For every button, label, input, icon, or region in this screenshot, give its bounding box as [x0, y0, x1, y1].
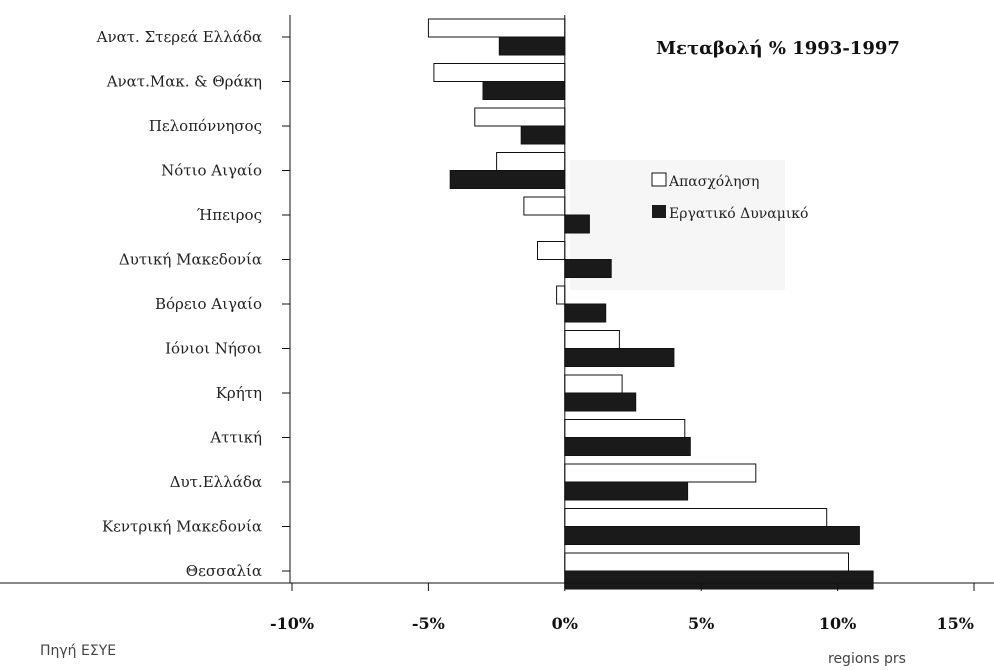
x-tick-label-1: -5%: [412, 614, 445, 633]
bar-labour-force-8: [564, 392, 637, 412]
legend-swatch-labour-force: [652, 205, 666, 218]
category-label-12: Θεσσαλία: [186, 562, 262, 580]
source-note: Πηγή ΕΣΥΕ: [40, 643, 116, 659]
bar-labour-force-4: [564, 214, 590, 234]
category-label-11: Κεντρική Μακεδονία: [102, 518, 262, 536]
bar-labour-force-0: [498, 36, 566, 56]
legend: Απασχόληση Εργατικό Δυναμικό: [651, 172, 809, 222]
bar-employment-8: [564, 374, 623, 394]
category-label-5: Δυτική Μακεδονία: [119, 251, 262, 269]
category-label-7: Ιόνιοι Νήσοι: [165, 340, 262, 358]
footer-file-label: regions prs: [828, 651, 906, 667]
x-tick-label-4: 10%: [819, 614, 856, 633]
x-tick-label-0: -10%: [270, 614, 314, 633]
bar-employment-1: [433, 63, 566, 82]
category-label-6: Βόρειο Αιγαίο: [155, 295, 262, 313]
category-label-1: Ανατ.Μακ. & Θράκη: [106, 73, 262, 91]
bar-labour-force-3: [449, 170, 566, 189]
x-tick-label-5: 15%: [937, 614, 974, 633]
category-label-10: Δυτ.Ελλάδα: [170, 473, 262, 491]
bar-labour-force-12: [564, 570, 874, 590]
bar-labour-force-7: [564, 348, 675, 367]
bars-group: [427, 18, 874, 590]
x-ticks-group: [291, 583, 975, 591]
bar-employment-2: [474, 107, 566, 127]
y-ticks-group: [282, 36, 290, 572]
bar-employment-0: [427, 18, 566, 38]
bar-labour-force-2: [520, 125, 566, 145]
bar-employment-9: [564, 419, 686, 438]
category-label-0: Ανατ. Στερεά Ελλάδα: [96, 28, 262, 46]
chart-title: Μεταβολή % 1993-1997: [656, 38, 900, 59]
bar-labour-force-10: [564, 481, 689, 501]
bar-labour-force-11: [564, 526, 860, 545]
bar-labour-force-1: [482, 81, 566, 100]
bar-labour-force-9: [564, 437, 691, 456]
category-label-2: Πελοπόννησος: [149, 117, 262, 135]
bar-labour-force-5: [564, 259, 612, 278]
x-tick-labels-group: -10% -5% 0% 5% 10% 15%: [270, 614, 974, 633]
legend-label-employment: Απασχόληση: [668, 174, 759, 190]
x-tick-label-3: 5%: [688, 614, 714, 633]
category-label-9: Αττική: [209, 429, 262, 447]
bar-labour-force-6: [564, 303, 607, 323]
bar-employment-7: [564, 330, 620, 349]
x-tick-label-2: 0%: [552, 614, 578, 633]
bar-employment-12: [564, 552, 849, 572]
legend-label-labour-force: Εργατικό Δυναμικό: [669, 206, 809, 222]
category-label-3: Νότιο Αιγαίο: [161, 162, 262, 180]
category-labels-group: Ανατ. Στερεά Ελλάδα Ανατ.Μακ. & Θράκη Πελο…: [96, 28, 262, 580]
category-label-8: Κρήτη: [216, 384, 262, 402]
bar-employment-10: [564, 463, 757, 483]
category-label-4: Ήπειρος: [197, 206, 262, 224]
bar-employment-5: [537, 241, 566, 260]
bar-employment-3: [496, 152, 566, 171]
bar-employment-11: [564, 508, 828, 527]
bar-employment-4: [523, 196, 566, 216]
legend-swatch-employment: [651, 172, 667, 187]
bar-employment-6: [556, 285, 566, 305]
